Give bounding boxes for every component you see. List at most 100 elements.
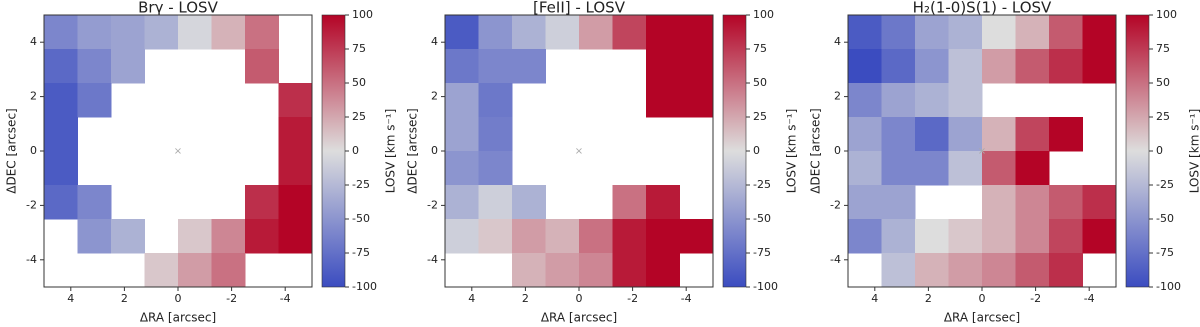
cbar-tick-label: -50 [1156, 212, 1174, 225]
y-tick-label: 0 [431, 144, 438, 157]
x-tick-label: -2 [226, 292, 237, 305]
map-cell [44, 117, 78, 152]
map-cell [579, 219, 613, 254]
map-cell [848, 219, 882, 254]
map-cell [478, 15, 513, 50]
map-cell [915, 117, 949, 152]
map-cell [1049, 49, 1083, 84]
x-tick-label: 0 [576, 292, 583, 305]
map-cell [77, 83, 112, 118]
x-tick-label: -2 [1030, 292, 1041, 305]
map-cell [445, 49, 479, 84]
map-cell [948, 117, 983, 152]
map-cell [612, 15, 647, 50]
map-cell [512, 185, 546, 220]
map-cell [44, 185, 78, 220]
x-axis-label: ΔRA [arcsec] [541, 311, 617, 325]
map-cell [1082, 185, 1117, 220]
map-cell [881, 253, 916, 288]
x-tick-label: 0 [175, 292, 182, 305]
y-tick-label: -4 [26, 253, 37, 266]
map-cell [278, 151, 313, 186]
map-cell [612, 253, 647, 288]
map-cell [478, 49, 513, 84]
map-cell [512, 49, 546, 84]
map-cell [679, 83, 714, 118]
colorbar [1125, 14, 1150, 288]
y-tick-label: 4 [431, 35, 438, 48]
map-cell [915, 219, 949, 254]
map-cell [445, 219, 479, 254]
map-cell [545, 253, 580, 288]
map-cell [278, 83, 313, 118]
map-cell [948, 49, 983, 84]
cbar-tick-label: -75 [1156, 246, 1174, 259]
x-axis-label: ΔRA [arcsec] [944, 311, 1020, 325]
map-cell [646, 185, 680, 220]
map-cell [178, 253, 212, 288]
map-cell [545, 219, 580, 254]
map-cell [278, 219, 313, 254]
map-cell [1049, 185, 1083, 220]
map-cell [1049, 15, 1083, 50]
y-tick-label: -2 [830, 198, 841, 211]
cbar-tick-label: -100 [1156, 280, 1181, 293]
cbar-tick-label: 100 [1156, 8, 1177, 21]
x-tick-label: -4 [681, 292, 692, 305]
map-cell [144, 253, 179, 288]
map-cell [915, 151, 949, 186]
map-cell [982, 151, 1016, 186]
y-tick-label: 2 [30, 90, 37, 103]
y-tick-label: 4 [834, 35, 841, 48]
map-cell [646, 15, 680, 50]
cbar-tick-label: -25 [352, 178, 370, 191]
y-tick-label: -4 [830, 253, 841, 266]
map-cell [44, 15, 78, 50]
map-cell [948, 151, 983, 186]
map-cell [848, 185, 882, 220]
map-cell [211, 253, 246, 288]
map-cell [1015, 219, 1050, 254]
map-cell [915, 15, 949, 50]
map-cell [1015, 151, 1050, 186]
cbar-tick-label: 100 [753, 8, 774, 21]
colorbar [722, 14, 747, 288]
map-cell [982, 49, 1016, 84]
map-cell [445, 185, 479, 220]
cbar-tick-label: 0 [1156, 144, 1163, 157]
map-cell [881, 83, 916, 118]
y-tick-label: -2 [427, 198, 438, 211]
y-tick-label: 2 [834, 90, 841, 103]
map-cell [646, 219, 680, 254]
map-cell [111, 219, 145, 254]
map-cell [245, 185, 279, 220]
map-cell [178, 15, 212, 50]
panel-title: H₂(1-0)S(1) - LOSV [913, 0, 1052, 17]
x-tick-label: 4 [871, 292, 878, 305]
map-cell [646, 49, 680, 84]
cbar-tick-label: 100 [352, 8, 373, 21]
map-cell [1082, 219, 1117, 254]
map-cell [881, 185, 916, 220]
cbar-tick-label: 50 [753, 76, 767, 89]
colorbar [321, 14, 346, 288]
map-cell [478, 83, 513, 118]
map-cell [1015, 15, 1050, 50]
x-tick-label: -4 [1084, 292, 1095, 305]
map-cell [44, 49, 78, 84]
map-cell [445, 83, 479, 118]
map-cell [679, 49, 714, 84]
map-cell [948, 15, 983, 50]
cbar-tick-label: -25 [1156, 178, 1174, 191]
map-cell [77, 49, 112, 84]
map-cell [478, 117, 513, 152]
map-cell [245, 219, 279, 254]
map-cell [1015, 253, 1050, 288]
y-axis-label: ΔDEC [arcsec] [5, 108, 19, 193]
map-cell [982, 185, 1016, 220]
map-cell [77, 185, 112, 220]
map-cell [915, 49, 949, 84]
map-cell [881, 219, 916, 254]
cbar-label: LOSV [km s⁻¹] [1188, 109, 1200, 194]
